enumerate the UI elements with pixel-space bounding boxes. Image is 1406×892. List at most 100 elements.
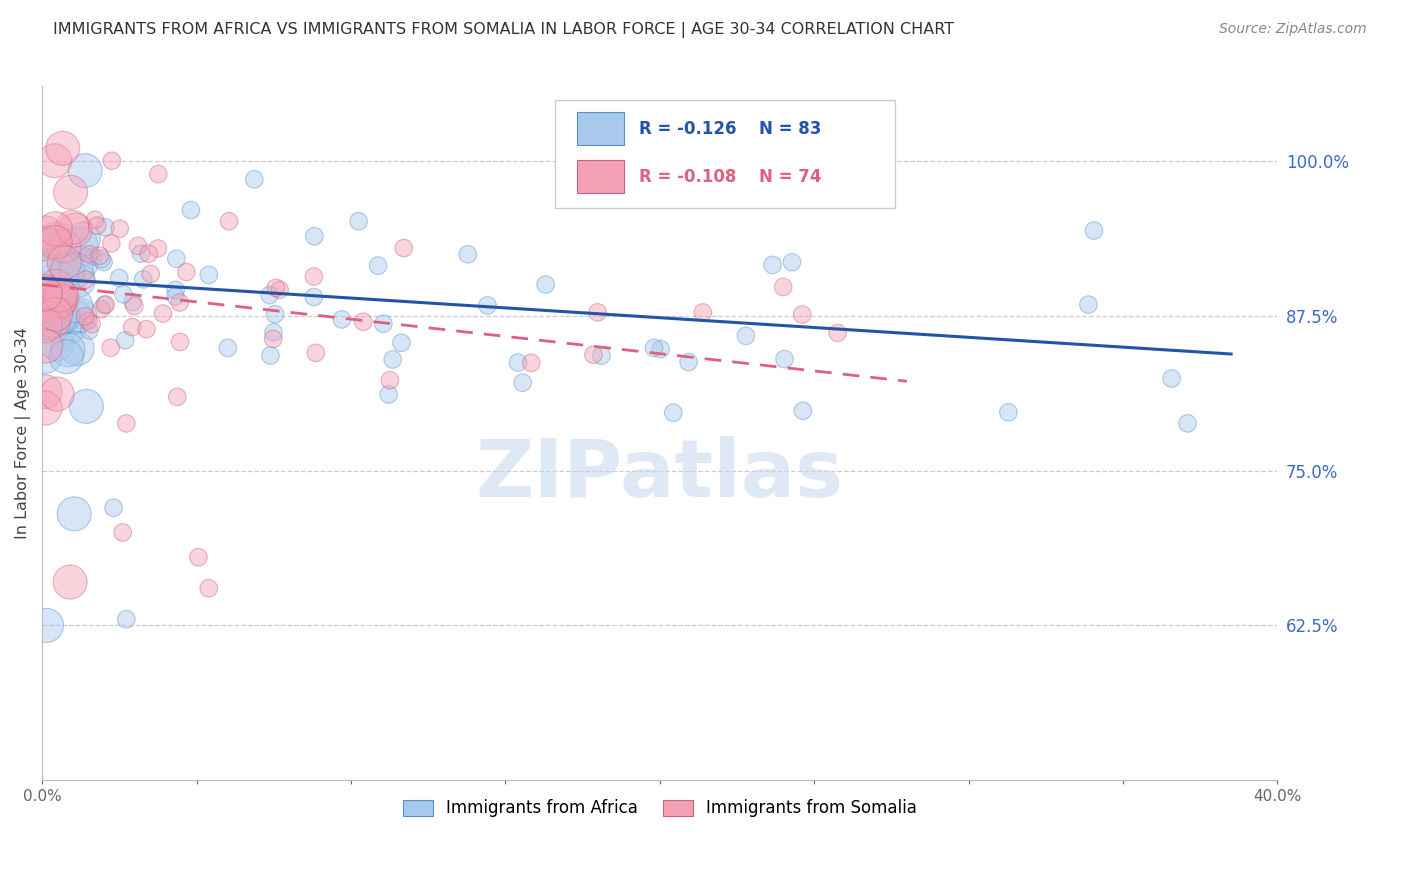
Point [49, 288, 72, 302]
Point [49, 310, 72, 325]
Point [197, 581, 219, 595]
Point [56, 263, 79, 277]
Point [373, 317, 395, 331]
Point [180, 203, 202, 218]
Point [80, 317, 103, 331]
Point [75, 273, 97, 287]
Point [49, 310, 72, 324]
Text: ZIPatlas: ZIPatlas [475, 436, 844, 514]
Point [52, 310, 75, 324]
Point [48, 296, 70, 310]
Point [381, 352, 404, 367]
Point [77, 314, 100, 328]
Point [780, 255, 803, 269]
Point [165, 289, 187, 303]
Point [75, 310, 97, 324]
Text: IMMIGRANTS FROM AFRICA VS IMMIGRANTS FROM SOMALIA IN LABOR FORCE | AGE 30-34 COR: IMMIGRANTS FROM AFRICA VS IMMIGRANTS FRO… [53, 22, 955, 38]
Point [692, 305, 714, 319]
Point [51, 290, 73, 304]
Point [34, 285, 56, 299]
Point [269, 283, 291, 297]
Point [63, 223, 86, 237]
Point [86, 219, 108, 233]
Text: Source: ZipAtlas.com: Source: ZipAtlas.com [1219, 22, 1367, 37]
Point [520, 356, 543, 370]
Point [79, 247, 101, 261]
Point [56, 262, 79, 277]
Point [772, 280, 794, 294]
Point [34, 350, 56, 364]
Point [59, 186, 82, 200]
Point [662, 406, 685, 420]
Point [45, 337, 67, 351]
Point [112, 287, 135, 301]
Point [259, 288, 281, 302]
Point [34, 236, 56, 251]
Point [44, 221, 66, 235]
Point [35, 262, 58, 277]
Point [56, 343, 79, 357]
Point [129, 246, 152, 260]
Point [53, 256, 76, 270]
Point [35, 618, 58, 632]
Point [135, 322, 157, 336]
Point [90, 252, 112, 266]
Point [34, 287, 56, 301]
Point [82, 250, 104, 264]
Point [42, 314, 65, 328]
Point [591, 349, 613, 363]
Point [262, 332, 284, 346]
Point [46, 387, 69, 401]
Point [264, 307, 287, 321]
Point [264, 281, 287, 295]
Point [52, 239, 75, 253]
Point [146, 242, 169, 256]
Point [34, 384, 56, 399]
Point [124, 299, 146, 313]
Point [75, 400, 97, 414]
Point [44, 153, 66, 168]
Point [1177, 417, 1199, 431]
Point [302, 269, 325, 284]
Point [67, 273, 90, 287]
Point [34, 318, 56, 333]
Point [45, 279, 67, 293]
Point [69, 308, 91, 322]
Point [79, 324, 101, 338]
Point [83, 212, 105, 227]
Point [60, 220, 83, 235]
Point [69, 237, 91, 252]
Point [761, 258, 783, 272]
Point [34, 401, 56, 415]
Point [165, 252, 187, 266]
Point [678, 355, 700, 369]
Point [166, 390, 188, 404]
Point [93, 255, 115, 269]
Point [66, 342, 89, 356]
Point [94, 220, 117, 235]
Point [94, 297, 117, 311]
Point [650, 342, 672, 356]
Point [378, 373, 401, 387]
Point [100, 153, 122, 168]
Point [44, 235, 66, 250]
Point [132, 272, 155, 286]
Point [477, 298, 499, 312]
Point [352, 315, 374, 329]
Point [152, 306, 174, 320]
Point [176, 265, 198, 279]
Point [773, 352, 796, 367]
Legend: Immigrants from Africa, Immigrants from Somalia: Immigrants from Africa, Immigrants from … [396, 793, 924, 824]
Point [55, 350, 77, 364]
Point [108, 271, 131, 285]
FancyBboxPatch shape [555, 100, 894, 208]
Point [506, 355, 529, 369]
Point [59, 575, 82, 590]
Point [169, 295, 191, 310]
Point [139, 267, 162, 281]
Point [217, 341, 239, 355]
Point [65, 263, 87, 277]
Point [75, 163, 97, 178]
Point [347, 214, 370, 228]
Point [169, 334, 191, 349]
